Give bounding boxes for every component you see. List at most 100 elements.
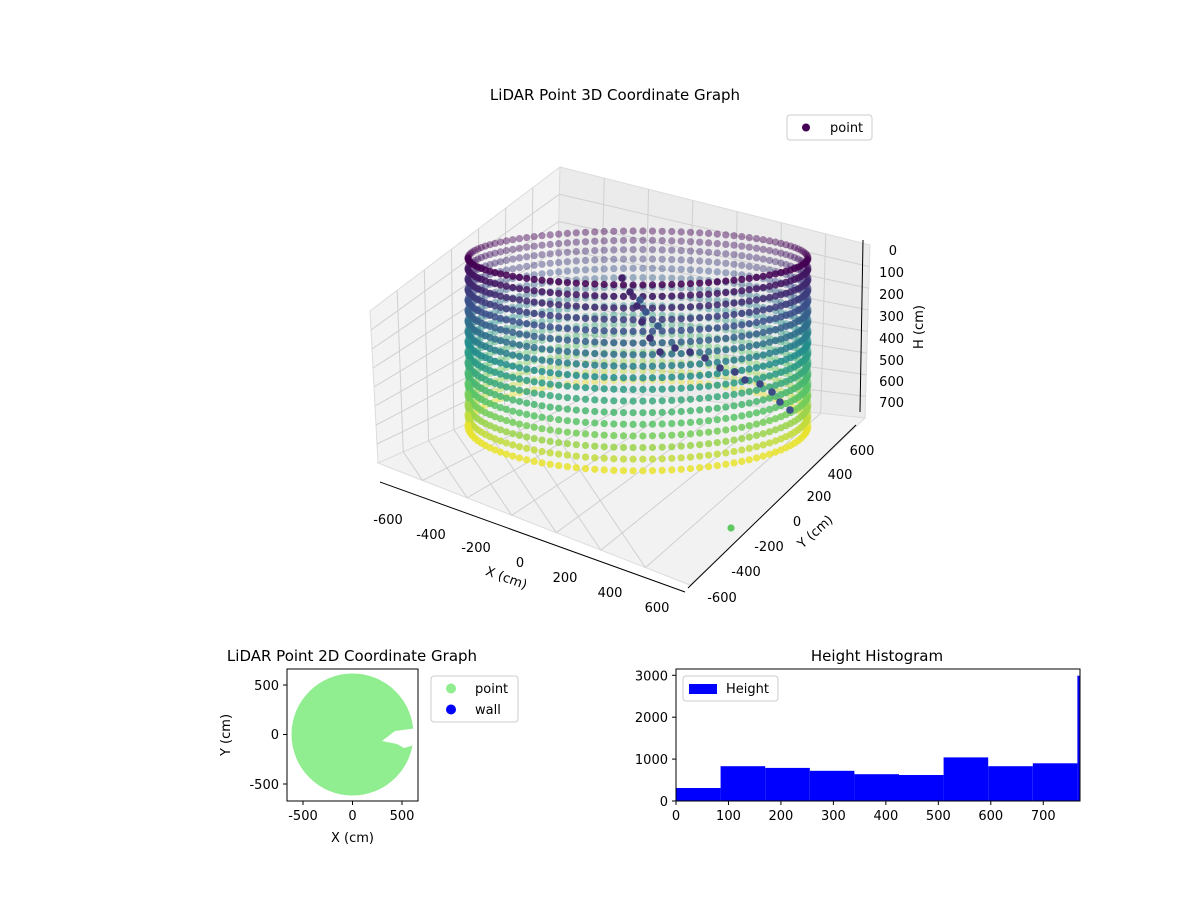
point-marker: [713, 416, 721, 424]
z-tick-label: 300: [879, 310, 904, 325]
point-marker: [738, 332, 746, 340]
point-marker: [771, 281, 780, 289]
x-tick-label: -600: [373, 513, 403, 528]
point-marker: [591, 303, 599, 311]
point-marker: [618, 274, 626, 282]
point-marker: [572, 279, 580, 287]
grid-line: [557, 275, 868, 332]
point-marker: [705, 302, 713, 310]
point-marker: [600, 466, 608, 474]
point-marker: [771, 258, 780, 266]
point-marker: [677, 419, 685, 427]
point-marker: [658, 227, 666, 235]
point-marker: [677, 275, 685, 283]
histogram-bar: [988, 766, 1033, 801]
point-marker: [730, 356, 738, 364]
point-marker: [610, 265, 618, 273]
point-marker: [759, 283, 767, 292]
point-marker: [523, 297, 531, 305]
point-marker: [686, 372, 695, 380]
point-marker: [639, 362, 647, 370]
point-marker: [771, 370, 780, 378]
point-marker: [572, 383, 580, 391]
point-marker: [530, 252, 538, 260]
point-marker: [546, 269, 554, 277]
point-marker: [591, 326, 599, 334]
chart-2d: LiDAR Point 2D Coordinate Graph -500 0 5…: [219, 647, 519, 846]
point-marker: [677, 361, 685, 369]
point-marker: [730, 447, 738, 456]
point-marker: [572, 314, 580, 322]
point-marker: [502, 282, 510, 290]
point-marker: [668, 304, 676, 312]
point-marker: [619, 432, 628, 440]
point-marker: [777, 269, 785, 277]
point-marker: [555, 416, 563, 424]
chart-2d-title: LiDAR Point 2D Coordinate Graph: [227, 647, 477, 665]
legend-marker-height: [689, 684, 717, 694]
point-marker: [713, 278, 721, 286]
point-marker: [677, 442, 685, 450]
point-marker: [546, 403, 554, 411]
point-marker: [610, 281, 618, 289]
point-marker: [639, 327, 647, 335]
point-marker: [619, 362, 628, 370]
point-marker: [523, 456, 531, 464]
point-marker: [523, 286, 531, 294]
point-marker: [686, 361, 695, 369]
point-marker: [629, 227, 637, 235]
point-marker: [546, 334, 554, 342]
point-marker: [509, 272, 517, 280]
point-marker: [515, 307, 524, 315]
point-marker: [509, 265, 517, 273]
point-marker: [538, 276, 546, 284]
point-marker: [610, 455, 618, 463]
point-marker: [572, 348, 580, 356]
point-marker: [619, 409, 628, 417]
point-marker: [777, 446, 785, 454]
point-marker: [752, 273, 761, 281]
point-marker: [730, 232, 738, 240]
point-marker: [771, 326, 780, 334]
point-marker: [496, 392, 505, 400]
point-marker: [464, 327, 472, 335]
point-marker: [722, 364, 730, 372]
point-marker: [464, 421, 472, 429]
point-marker: [722, 231, 730, 239]
point-marker: [610, 274, 618, 282]
point-marker: [766, 237, 774, 245]
point-marker: [515, 454, 524, 462]
point-marker: [713, 358, 721, 366]
point-marker: [745, 399, 753, 407]
point-marker: [555, 335, 563, 343]
point-marker: [705, 248, 713, 256]
grid-line: [600, 408, 777, 551]
point-marker: [509, 245, 517, 253]
point-marker: [738, 457, 746, 465]
point-marker: [555, 353, 563, 361]
point-marker: [639, 255, 647, 263]
point-marker: [648, 327, 657, 335]
point-marker: [546, 323, 554, 331]
point-marker: [731, 368, 739, 376]
point-marker: [658, 374, 666, 382]
point-marker: [591, 431, 599, 439]
point-marker: [648, 292, 657, 301]
y-axis-label: Y (cm): [219, 714, 234, 757]
point-marker: [563, 394, 572, 402]
point-marker: [464, 275, 472, 283]
point-marker: [600, 237, 608, 245]
point-marker: [563, 348, 572, 356]
point-marker: [705, 394, 713, 402]
point-marker: [530, 261, 538, 269]
point-marker: [686, 395, 695, 403]
point-marker: [563, 417, 572, 425]
point-marker: [722, 426, 730, 434]
point-marker: [759, 340, 767, 348]
point-marker: [600, 315, 608, 323]
point-marker: [677, 256, 685, 264]
point-marker: [538, 260, 546, 268]
y-tick-label: -400: [731, 565, 761, 580]
point-marker: [713, 370, 721, 378]
point-marker: [656, 348, 664, 356]
